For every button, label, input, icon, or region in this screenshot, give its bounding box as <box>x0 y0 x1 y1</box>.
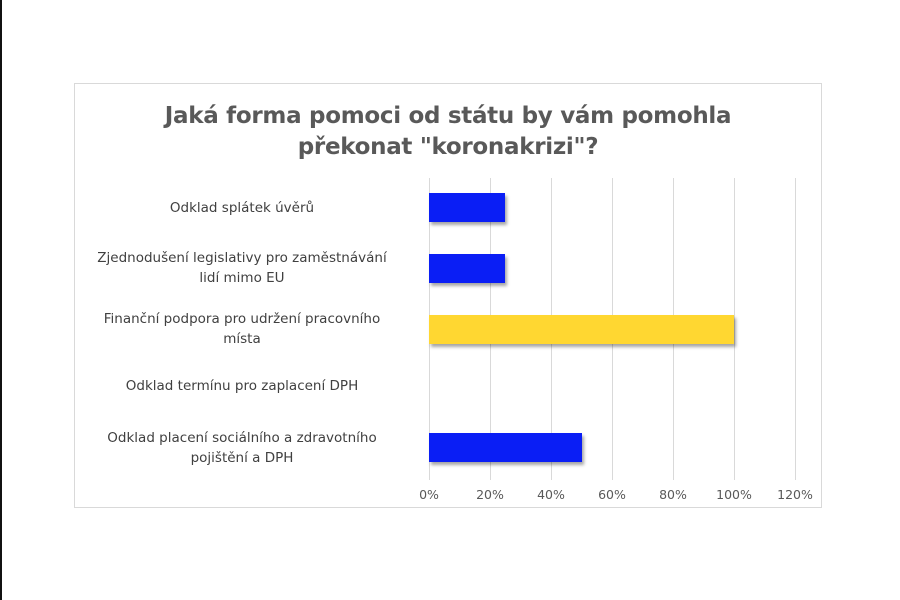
x-tick-label: 60% <box>598 487 626 502</box>
bar <box>429 193 506 222</box>
gridline-120 <box>795 178 796 480</box>
gridline-100 <box>734 178 735 480</box>
category-label: Odklad termínu pro zaplacení DPH <box>72 376 412 396</box>
chart-title-line-2: překonat "koronakrizi"? <box>297 134 599 160</box>
category-label-line: Finanční podpora pro udržení pracovního <box>103 311 381 327</box>
category-label-line: místa <box>223 331 261 347</box>
page-left-border <box>0 0 2 600</box>
category-label-line: Odklad splátek úvěrů <box>169 200 315 216</box>
x-tick-label: 0% <box>419 487 439 502</box>
category-label: Zjednodušení legislativy pro zaměstnáván… <box>72 248 412 288</box>
category-label: Finanční podpora pro udržení pracovního … <box>72 309 412 349</box>
category-label-line: Zjednodušení legislativy pro zaměstnáván… <box>97 250 387 266</box>
x-tick-label: 20% <box>476 487 504 502</box>
plot-area <box>429 178 796 480</box>
category-label: Odklad placení sociálního a zdravotního … <box>72 428 412 468</box>
category-label-line: pojištění a DPH <box>190 450 294 466</box>
x-tick-label: 120% <box>777 487 813 502</box>
chart-title: Jaká forma pomoci od státu by vám pomohl… <box>74 101 822 163</box>
category-label-line: Odklad placení sociálního a zdravotního <box>107 430 377 446</box>
bar <box>429 315 734 344</box>
x-tick-label: 80% <box>659 487 687 502</box>
chart-title-line-1: Jaká forma pomoci od státu by vám pomohl… <box>164 103 732 129</box>
category-label-line: Odklad termínu pro zaplacení DPH <box>125 378 359 394</box>
category-label-line: lidí mimo EU <box>199 270 285 286</box>
bar <box>429 433 582 462</box>
bar <box>429 254 506 283</box>
x-tick-label: 40% <box>537 487 565 502</box>
x-tick-label: 100% <box>716 487 752 502</box>
category-label: Odklad splátek úvěrů <box>72 198 412 218</box>
